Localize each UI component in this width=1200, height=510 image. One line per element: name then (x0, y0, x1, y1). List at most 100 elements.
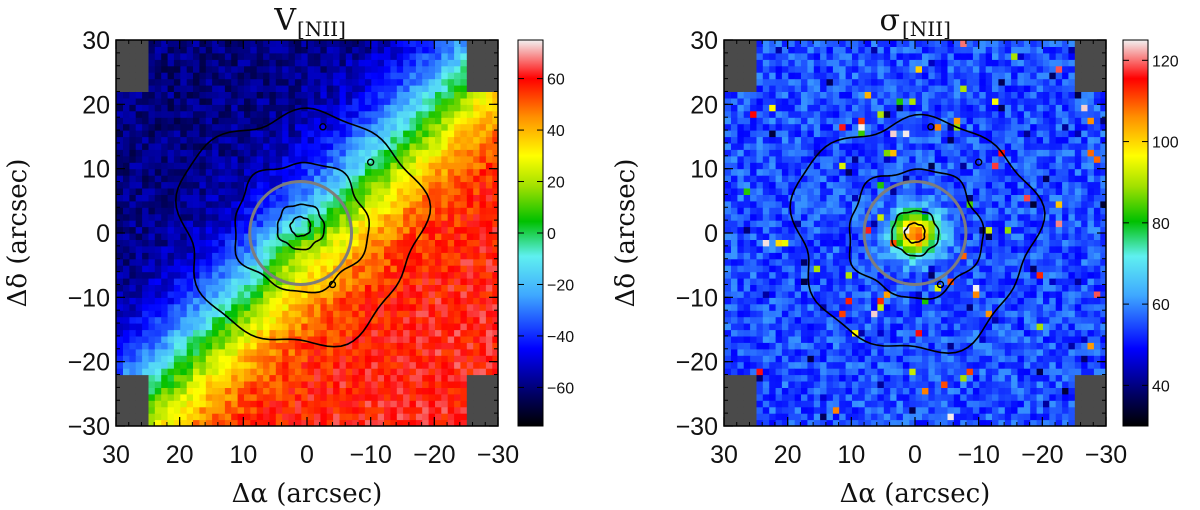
map-pixel (985, 142, 992, 150)
map-pixel (1086, 393, 1094, 401)
map-pixel (217, 110, 225, 118)
map-pixel (1004, 97, 1012, 105)
map-pixel (338, 213, 346, 221)
map-pixel (128, 194, 136, 202)
map-pixel (1061, 213, 1069, 221)
map-pixel (491, 413, 498, 421)
map-pixel (211, 142, 219, 150)
map-pixel (453, 303, 461, 311)
map-pixel (485, 374, 493, 382)
map-pixel (281, 117, 289, 125)
map-pixel (154, 200, 162, 208)
map-pixel (985, 162, 992, 170)
map-pixel (1023, 245, 1031, 253)
map-pixel (485, 413, 493, 421)
map-pixel (262, 297, 270, 305)
map-pixel (217, 265, 225, 273)
map-pixel (243, 207, 251, 215)
map-pixel (122, 368, 130, 376)
map-pixel (1080, 284, 1088, 292)
map-pixel (991, 284, 999, 292)
map-pixel (459, 226, 467, 234)
map-pixel (1016, 40, 1024, 47)
map-pixel (447, 130, 455, 138)
map-pixel (186, 162, 193, 170)
map-pixel (268, 252, 276, 260)
map-pixel (211, 239, 219, 247)
map-pixel (275, 381, 283, 388)
map-pixel (402, 239, 410, 247)
map-pixel (421, 284, 429, 292)
map-pixel (287, 342, 295, 350)
map-pixel (294, 278, 302, 285)
map-pixel (192, 110, 200, 118)
map-pixel (997, 130, 1005, 138)
map-pixel (997, 258, 1005, 266)
map-pixel (128, 290, 136, 298)
map-pixel (338, 136, 346, 144)
map-pixel (205, 303, 213, 311)
map-pixel (319, 400, 327, 408)
map-pixel (1016, 110, 1024, 118)
map-pixel (326, 136, 334, 144)
map-pixel (991, 85, 999, 92)
map-pixel (364, 348, 372, 356)
map-pixel (1055, 194, 1063, 202)
map-pixel (440, 72, 448, 80)
map-pixel (256, 335, 264, 343)
map-pixel (428, 400, 435, 408)
map-pixel (1067, 278, 1075, 285)
map-pixel (453, 110, 461, 118)
map-pixel (402, 117, 410, 125)
map-pixel (1086, 329, 1094, 337)
map-pixel (472, 252, 480, 260)
map-pixel (459, 175, 467, 183)
map-pixel (978, 265, 986, 273)
map-pixel (485, 271, 493, 279)
map-pixel (1048, 368, 1056, 376)
map-pixel (256, 374, 264, 382)
map-pixel (991, 226, 999, 234)
map-pixel (1067, 303, 1075, 311)
map-pixel (1048, 290, 1056, 298)
map-pixel (179, 91, 187, 99)
map-pixel (466, 355, 474, 363)
map-pixel (186, 303, 193, 311)
map-pixel (338, 220, 346, 228)
map-pixel (198, 194, 206, 202)
map-pixel (491, 406, 498, 414)
map-pixel (389, 142, 397, 150)
map-pixel (1061, 310, 1069, 318)
map-pixel (237, 46, 244, 54)
map-pixel (377, 207, 384, 215)
map-pixel (160, 265, 168, 273)
map-pixel (1010, 149, 1018, 157)
map-pixel (447, 323, 455, 331)
map-pixel (141, 104, 149, 112)
map-pixel (1029, 59, 1037, 67)
map-pixel (377, 168, 384, 176)
map-pixel (377, 104, 384, 112)
velocity-map[interactable] (116, 40, 499, 427)
map-pixel (160, 194, 168, 202)
map-pixel (179, 162, 187, 170)
map-pixel (377, 278, 384, 285)
map-pixel (383, 290, 391, 298)
map-pixel (453, 361, 461, 369)
map-pixel (300, 213, 308, 221)
map-pixel (1048, 136, 1056, 144)
map-pixel (478, 239, 486, 247)
map-pixel (179, 123, 187, 131)
map-pixel (128, 168, 136, 176)
map-pixel (237, 91, 244, 99)
dispersion-map[interactable] (724, 40, 1107, 427)
map-pixel (211, 271, 219, 279)
map-pixel (421, 226, 429, 234)
map-pixel (1093, 381, 1101, 388)
map-pixel (1080, 368, 1088, 376)
map-pixel (166, 278, 174, 285)
map-pixel (440, 142, 448, 150)
map-pixel (179, 355, 187, 363)
map-pixel (1042, 104, 1050, 112)
map-pixel (1004, 355, 1012, 363)
